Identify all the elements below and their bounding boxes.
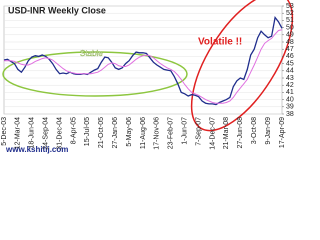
x-tick-label: 14-Dec-07 xyxy=(209,117,216,150)
x-tick-label: 1-Jun-07 xyxy=(182,117,189,145)
x-tick-label: 12-Mar-04 xyxy=(15,117,22,149)
y-tick-label: 51 xyxy=(286,17,294,24)
y-tick-label: 38 xyxy=(286,111,294,118)
y-tick-label: 50 xyxy=(286,24,294,31)
chart-title: USD-INR Weekly Close xyxy=(8,5,106,15)
y-tick-label: 44 xyxy=(286,68,294,75)
volatile-ellipse xyxy=(190,0,294,132)
y-tick-label: 42 xyxy=(286,82,294,89)
x-tick-label: 17-Apr-09 xyxy=(279,117,286,148)
plot-area xyxy=(3,5,283,115)
x-tick-label: 8-Apr-05 xyxy=(70,117,77,144)
x-tick-label: 21-Mar-08 xyxy=(223,117,230,149)
x-tick-label: 21-Oct-05 xyxy=(98,117,105,148)
y-tick-label: 39 xyxy=(286,104,294,111)
annotation: Volatile !! xyxy=(198,37,242,48)
y-tick-label: 40 xyxy=(286,96,294,103)
x-tick-label: 11-Aug-06 xyxy=(140,117,147,149)
y-tick-label: 46 xyxy=(286,53,294,60)
y-tick-label: 53 xyxy=(286,3,294,10)
y-tick-label: 43 xyxy=(286,75,294,82)
x-tick-label: 5-Dec-03 xyxy=(1,117,8,146)
series-line xyxy=(3,15,283,106)
x-tick-label: 23-Feb-07 xyxy=(168,117,175,149)
x-tick-label: 24-Sep-04 xyxy=(43,117,50,150)
chart: USD-INR Weekly Close Stable Volatile !! … xyxy=(1,0,294,154)
x-tick-label: 31-Dec-04 xyxy=(56,117,63,150)
x-tick-label: 7-Sep-07 xyxy=(195,117,202,146)
x-tick-label: 27-Jan-06 xyxy=(112,117,119,149)
y-tick-label: 47 xyxy=(286,46,294,53)
website: www.kshitij.com xyxy=(5,145,68,154)
y-tick-label: 41 xyxy=(286,89,294,96)
y-tick-label: 45 xyxy=(286,60,294,67)
y-tick-label: 52 xyxy=(286,10,294,17)
x-tick-label: 9-Jan-09 xyxy=(265,117,272,145)
x-tick-label: 3-Oct-08 xyxy=(251,117,258,144)
annotation: Stable xyxy=(80,49,103,58)
stable-ellipse xyxy=(2,51,188,97)
x-tick-label: 5-May-06 xyxy=(126,117,133,147)
x-tick-label: 15-Jul-05 xyxy=(84,117,91,146)
y-tick-label: 49 xyxy=(286,32,294,39)
x-tick-label: 27-Jun-08 xyxy=(237,117,244,149)
y-tick-label: 48 xyxy=(286,39,294,46)
x-tick-label: 18-Jun-04 xyxy=(29,117,36,149)
series-line xyxy=(4,29,283,104)
x-tick-label: 17-Nov-06 xyxy=(154,117,161,150)
